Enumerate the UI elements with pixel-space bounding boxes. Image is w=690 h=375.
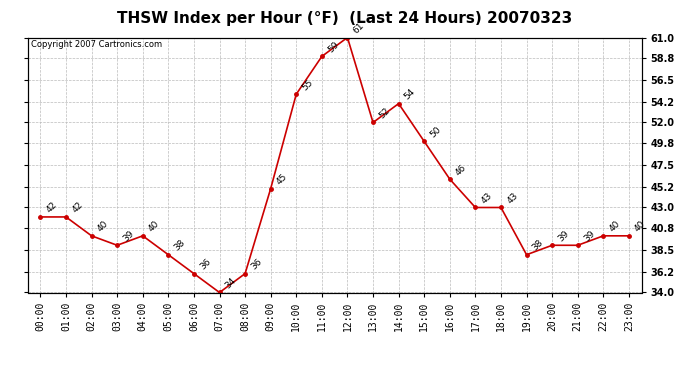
Text: 39: 39 <box>556 229 571 243</box>
Text: 40: 40 <box>607 219 622 234</box>
Text: 42: 42 <box>70 201 84 215</box>
Text: 43: 43 <box>480 191 494 206</box>
Text: 59: 59 <box>326 40 341 54</box>
Text: 45: 45 <box>275 172 289 186</box>
Text: 39: 39 <box>121 229 136 243</box>
Text: 40: 40 <box>633 219 647 234</box>
Text: 38: 38 <box>172 238 187 252</box>
Text: 42: 42 <box>45 201 59 215</box>
Text: 52: 52 <box>377 106 392 120</box>
Text: 61: 61 <box>352 21 366 35</box>
Text: Copyright 2007 Cartronics.com: Copyright 2007 Cartronics.com <box>30 40 161 49</box>
Text: 40: 40 <box>96 219 110 234</box>
Text: 55: 55 <box>300 78 315 92</box>
Text: 50: 50 <box>428 125 443 139</box>
Text: 46: 46 <box>454 163 469 177</box>
Text: 34: 34 <box>224 276 238 290</box>
Text: 36: 36 <box>249 257 264 272</box>
Text: THSW Index per Hour (°F)  (Last 24 Hours) 20070323: THSW Index per Hour (°F) (Last 24 Hours)… <box>117 11 573 26</box>
Text: 54: 54 <box>403 87 417 102</box>
Text: 40: 40 <box>147 219 161 234</box>
Text: 39: 39 <box>582 229 596 243</box>
Text: 36: 36 <box>198 257 213 272</box>
Text: 43: 43 <box>505 191 520 206</box>
Text: 38: 38 <box>531 238 545 252</box>
